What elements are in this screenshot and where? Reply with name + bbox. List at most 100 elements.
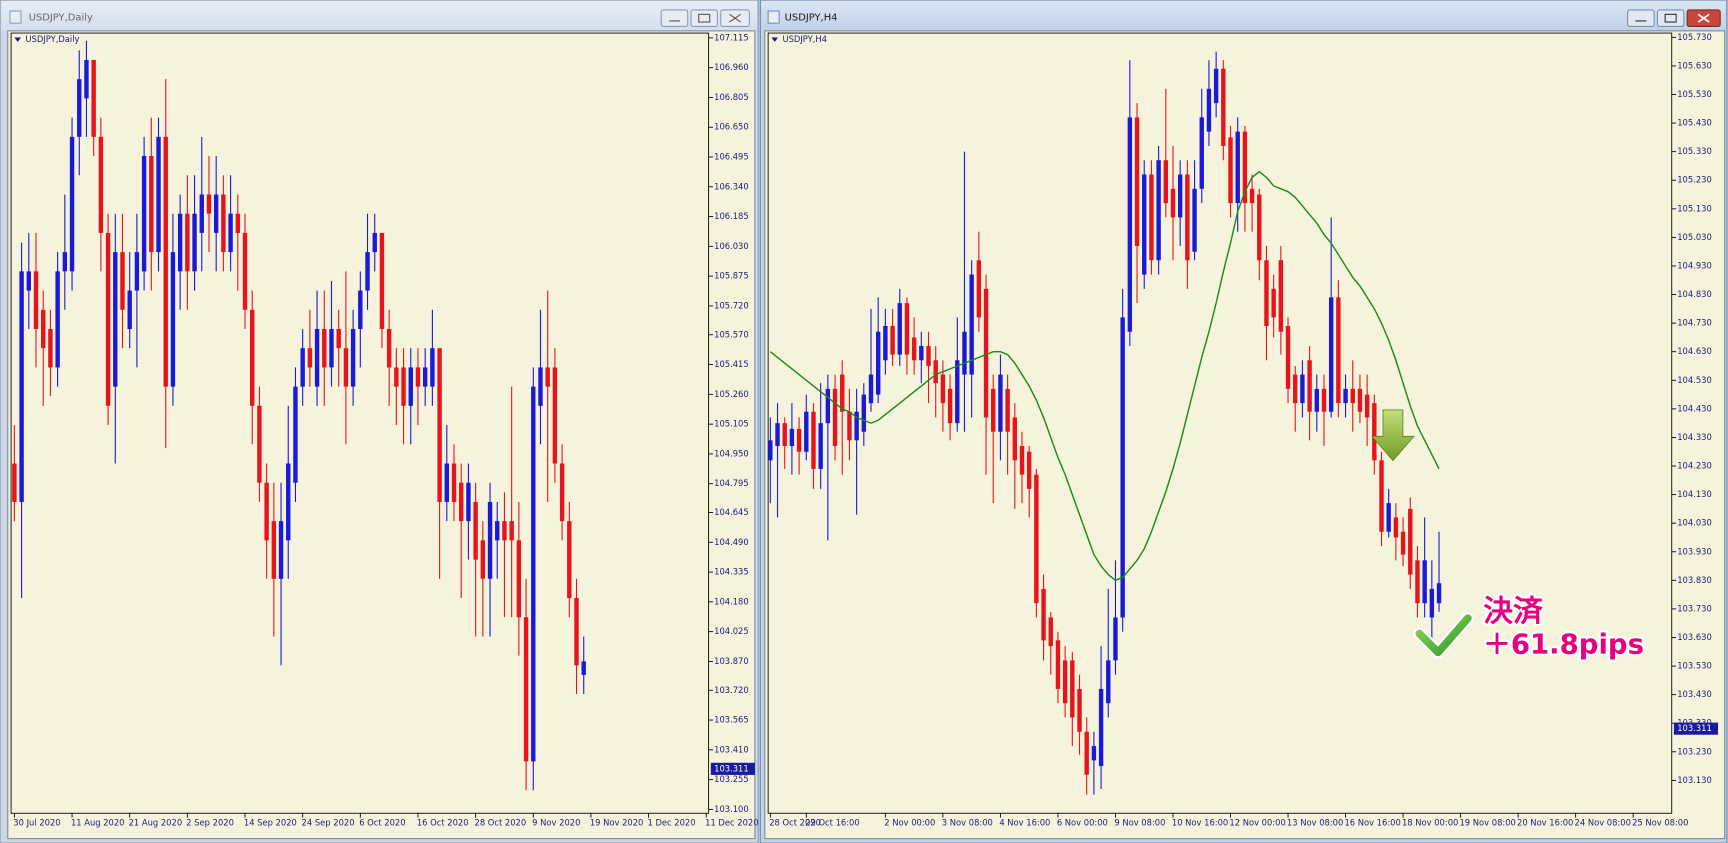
candle-body bbox=[19, 271, 24, 502]
x-tick-label: 9 Nov 08:00 bbox=[1114, 818, 1165, 828]
candle-body bbox=[1170, 188, 1176, 218]
candle-body bbox=[33, 271, 39, 329]
y-tick-label: 103.720 bbox=[714, 685, 749, 695]
candle-body bbox=[422, 367, 428, 387]
candle-body bbox=[523, 617, 529, 762]
x-tick-label: 16 Nov 16:00 bbox=[1344, 818, 1400, 828]
y-tick-label: 104.830 bbox=[1677, 289, 1712, 299]
candle-body bbox=[177, 213, 183, 272]
y-tick-label: 105.105 bbox=[714, 419, 749, 429]
y-tick-label: 103.530 bbox=[1677, 661, 1712, 671]
candle-body bbox=[293, 386, 298, 483]
candle-body bbox=[84, 59, 89, 99]
candle-body bbox=[516, 540, 522, 618]
candle-body bbox=[185, 213, 190, 272]
candle-body bbox=[559, 463, 565, 522]
candle-body bbox=[1199, 117, 1204, 189]
candle-body bbox=[1436, 583, 1442, 604]
candle-body bbox=[897, 303, 902, 355]
candle-body bbox=[1113, 617, 1118, 661]
x-tick-label: 21 Aug 2020 bbox=[129, 818, 183, 828]
x-tick-label: 18 Nov 00:00 bbox=[1402, 818, 1458, 828]
candle-body bbox=[782, 423, 787, 447]
candle-body bbox=[502, 521, 507, 541]
candle-body bbox=[55, 271, 60, 368]
candle-body bbox=[531, 386, 536, 762]
x-tick-label: 11 Aug 2020 bbox=[71, 818, 125, 828]
candle-body bbox=[221, 194, 226, 253]
candle-body bbox=[832, 388, 838, 447]
y-tick-label: 104.490 bbox=[714, 537, 749, 547]
candle-body bbox=[976, 260, 982, 318]
x-tick-label: 4 Nov 16:00 bbox=[999, 818, 1050, 828]
y-tick-label: 105.875 bbox=[714, 271, 749, 281]
candle-body bbox=[1070, 660, 1075, 718]
candle-body bbox=[300, 348, 305, 387]
annotation: 決済 bbox=[1483, 594, 1543, 629]
title-bar bbox=[761, 1, 1726, 31]
y-tick-label: 106.495 bbox=[714, 152, 749, 162]
candle-body bbox=[206, 194, 212, 214]
candle-body bbox=[890, 325, 895, 355]
candle-body bbox=[1106, 660, 1111, 704]
y-tick-label: 104.530 bbox=[1677, 375, 1712, 385]
right-window bbox=[759, 0, 1728, 843]
y-tick-label: 103.410 bbox=[714, 744, 749, 754]
candle-body bbox=[134, 252, 140, 291]
candle-body bbox=[1177, 174, 1183, 218]
candle-body bbox=[1228, 137, 1233, 204]
candle-body bbox=[1408, 508, 1413, 575]
candle-body bbox=[1098, 688, 1104, 767]
minimize-button[interactable] bbox=[1627, 9, 1655, 27]
minimize-button[interactable] bbox=[660, 9, 689, 27]
candle-body bbox=[336, 328, 341, 349]
y-tick-label: 104.330 bbox=[1677, 432, 1712, 442]
candle-body bbox=[1120, 317, 1125, 618]
y-tick-label: 103.130 bbox=[1677, 775, 1712, 785]
candle-body bbox=[271, 521, 277, 579]
moving-average bbox=[769, 170, 1440, 582]
x-tick-label: 20 Nov 16:00 bbox=[1517, 818, 1573, 828]
window-icon bbox=[9, 10, 22, 24]
y-tick-label: 103.100 bbox=[714, 804, 749, 814]
candle-body bbox=[825, 388, 831, 424]
left-window bbox=[0, 0, 759, 843]
candle-body bbox=[127, 290, 132, 329]
candle-body bbox=[12, 463, 17, 502]
candle-body bbox=[1041, 588, 1046, 641]
y-tick-label: 105.630 bbox=[1677, 60, 1712, 70]
y-tick-label: 106.805 bbox=[714, 92, 749, 102]
candle-body bbox=[854, 411, 859, 441]
candle-body bbox=[840, 374, 845, 412]
candle-body bbox=[983, 288, 989, 418]
candle-body bbox=[1149, 174, 1154, 261]
candle-body bbox=[1271, 288, 1276, 318]
candle-body bbox=[1357, 388, 1363, 412]
maximize-button[interactable] bbox=[690, 9, 718, 27]
x-tick-label: 6 Nov 00:00 bbox=[1057, 818, 1108, 828]
candle-body bbox=[372, 232, 377, 253]
maximize-button[interactable] bbox=[1656, 9, 1685, 27]
candle-body bbox=[250, 309, 255, 406]
y-tick-label: 104.025 bbox=[714, 626, 749, 636]
candle-body bbox=[48, 328, 53, 368]
x-tick-label: 13 Nov 08:00 bbox=[1287, 818, 1343, 828]
x-tick-label: 6 Oct 2020 bbox=[359, 818, 405, 828]
y-tick-label: 106.650 bbox=[714, 122, 749, 132]
chart-title: USDJPY,Daily bbox=[25, 34, 79, 44]
candle-body bbox=[574, 598, 579, 666]
y-tick-label: 103.870 bbox=[714, 656, 749, 666]
candle-body bbox=[314, 328, 320, 387]
candle-body bbox=[1393, 517, 1399, 538]
candle-body bbox=[1221, 68, 1226, 146]
candle-body bbox=[1285, 325, 1291, 389]
y-tick-label: 103.830 bbox=[1677, 575, 1712, 585]
candle-body bbox=[1019, 446, 1025, 475]
candle-body bbox=[199, 194, 204, 233]
y-tick-label: 105.570 bbox=[714, 329, 749, 339]
candle-body bbox=[991, 388, 996, 432]
candle-body bbox=[415, 367, 421, 387]
x-tick-label: 24 Nov 08:00 bbox=[1575, 818, 1631, 828]
candle-body bbox=[1156, 160, 1161, 261]
candle-body bbox=[1142, 174, 1147, 275]
